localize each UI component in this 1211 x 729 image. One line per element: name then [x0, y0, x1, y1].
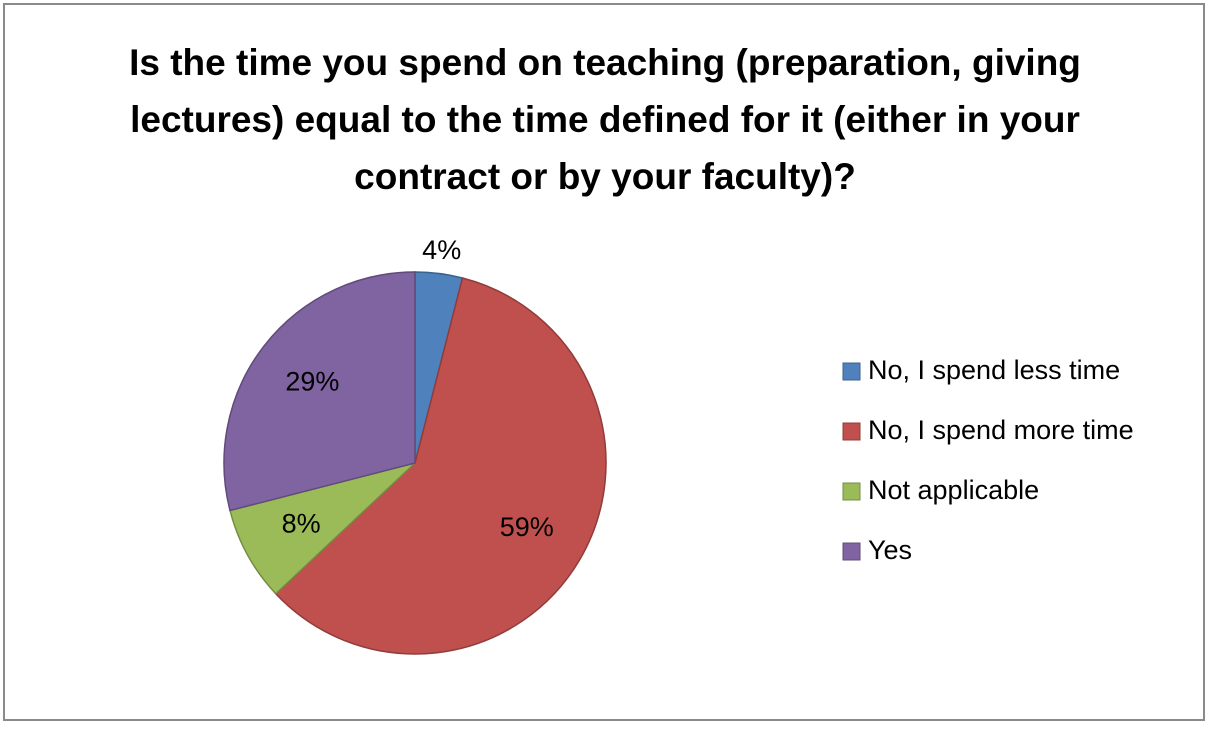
- legend-swatch: [842, 362, 861, 381]
- legend-label: Yes: [868, 535, 912, 565]
- chart-border: [3, 3, 1205, 721]
- pie-slice: [223, 271, 416, 512]
- legend-label: No, I spend more time: [868, 415, 1134, 445]
- pie-slice: [229, 462, 416, 595]
- legend-swatch: [842, 482, 861, 501]
- pie-slice: [274, 277, 607, 655]
- data-label: 59%: [500, 512, 554, 542]
- chart-title: Is the time you spend on teaching (prepa…: [129, 42, 1081, 197]
- data-label: 29%: [285, 367, 339, 397]
- legend-label: Not applicable: [868, 475, 1039, 505]
- legend-swatch: [842, 422, 861, 441]
- data-label: 8%: [282, 509, 321, 539]
- legend-swatch: [842, 542, 861, 561]
- legend-label: No, I spend less time: [868, 355, 1120, 385]
- data-label: 4%: [422, 235, 461, 265]
